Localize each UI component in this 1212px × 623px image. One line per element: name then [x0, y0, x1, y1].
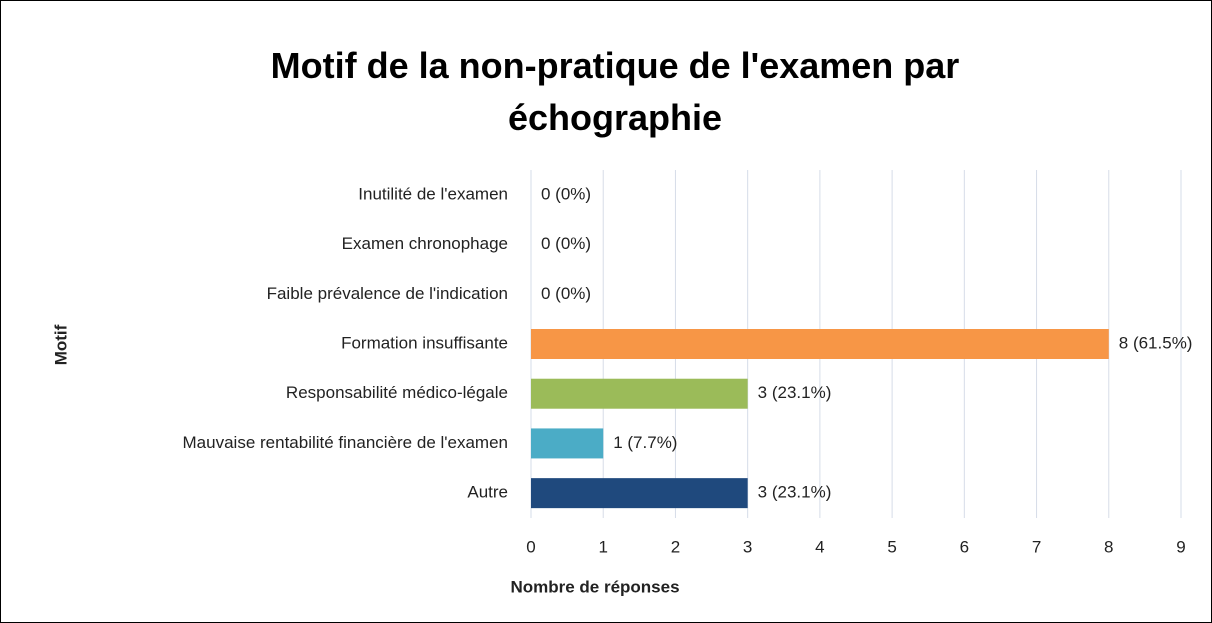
data-label: 1 (7.7%)	[613, 433, 677, 452]
x-tick-label: 7	[1032, 537, 1041, 556]
data-label: 0 (0%)	[541, 284, 591, 303]
y-tick-label: Autre	[467, 483, 508, 502]
data-label: 0 (0%)	[541, 234, 591, 253]
bar	[531, 378, 748, 409]
x-tick-label: 2	[671, 537, 680, 556]
x-tick-label: 8	[1104, 537, 1113, 556]
y-tick-label: Responsabilité médico-légale	[286, 383, 508, 402]
data-label: 0 (0%)	[541, 184, 591, 203]
data-label: 3 (23.1%)	[758, 483, 832, 502]
y-tick-label: Mauvaise rentabilité financière de l'exa…	[183, 433, 508, 452]
chart-title: Motif de la non-pratique de l'examen par…	[270, 45, 960, 138]
y-tick-label: Examen chronophage	[342, 234, 508, 253]
x-tick-label: 3	[743, 537, 752, 556]
y-tick-label: Formation insuffisante	[341, 333, 508, 352]
x-axis-title: Nombre de réponses	[510, 577, 679, 596]
data-label: 8 (61.5%)	[1119, 333, 1193, 352]
bar	[531, 329, 1109, 359]
data-label: 3 (23.1%)	[758, 383, 832, 402]
bar	[531, 428, 604, 459]
y-axis-title: Motif	[51, 324, 70, 365]
y-tick-label: Inutilité de l'examen	[358, 184, 508, 203]
x-tick-label: 4	[815, 537, 824, 556]
y-tick-label: Faible prévalence de l'indication	[267, 284, 508, 303]
x-tick-label: 5	[887, 537, 896, 556]
x-tick-label: 9	[1176, 537, 1185, 556]
x-tick-label: 6	[960, 537, 969, 556]
x-tick-label: 1	[598, 537, 607, 556]
x-tick-label: 0	[526, 537, 535, 556]
bar	[531, 478, 748, 509]
